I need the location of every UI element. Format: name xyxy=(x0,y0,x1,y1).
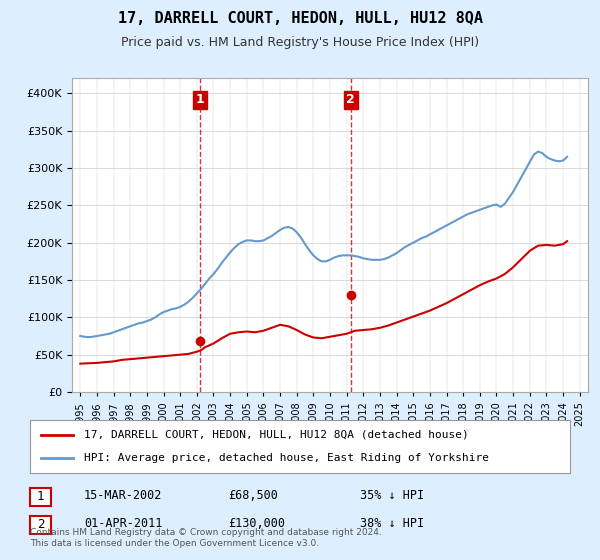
Text: 17, DARRELL COURT, HEDON, HULL, HU12 8QA (detached house): 17, DARRELL COURT, HEDON, HULL, HU12 8QA… xyxy=(84,430,469,440)
Text: 15-MAR-2002: 15-MAR-2002 xyxy=(84,489,163,502)
Text: Price paid vs. HM Land Registry's House Price Index (HPI): Price paid vs. HM Land Registry's House … xyxy=(121,36,479,49)
Text: £130,000: £130,000 xyxy=(228,517,285,530)
Text: £68,500: £68,500 xyxy=(228,489,278,502)
Text: 1: 1 xyxy=(196,94,205,106)
Text: 01-APR-2011: 01-APR-2011 xyxy=(84,517,163,530)
Text: 38% ↓ HPI: 38% ↓ HPI xyxy=(360,517,424,530)
Text: Contains HM Land Registry data © Crown copyright and database right 2024.
This d: Contains HM Land Registry data © Crown c… xyxy=(30,528,382,548)
Text: 1: 1 xyxy=(37,490,44,503)
Text: 2: 2 xyxy=(346,94,355,106)
Text: HPI: Average price, detached house, East Riding of Yorkshire: HPI: Average price, detached house, East… xyxy=(84,453,489,463)
Text: 2: 2 xyxy=(37,518,44,531)
Text: 35% ↓ HPI: 35% ↓ HPI xyxy=(360,489,424,502)
Text: 17, DARRELL COURT, HEDON, HULL, HU12 8QA: 17, DARRELL COURT, HEDON, HULL, HU12 8QA xyxy=(118,11,482,26)
